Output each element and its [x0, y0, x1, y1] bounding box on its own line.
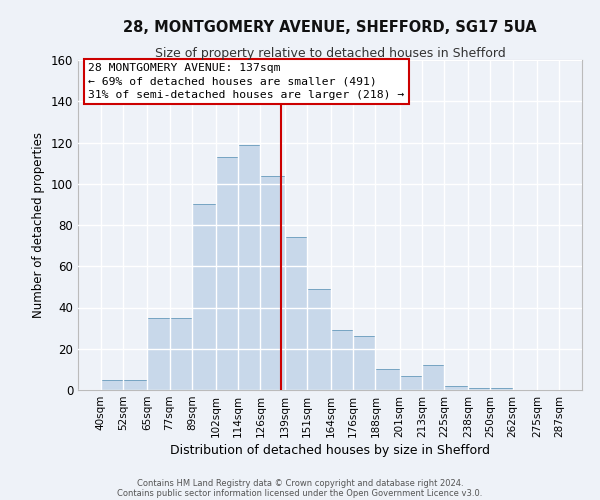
Bar — [170, 318, 192, 390]
Text: 28 MONTGOMERY AVENUE: 137sqm
← 69% of detached houses are smaller (491)
31% of s: 28 MONTGOMERY AVENUE: 137sqm ← 69% of de… — [88, 64, 404, 100]
Bar — [353, 336, 376, 390]
Bar — [123, 380, 147, 390]
Bar — [260, 176, 284, 390]
Bar — [400, 376, 422, 390]
Bar — [101, 380, 123, 390]
Bar — [216, 157, 238, 390]
Bar — [490, 388, 513, 390]
Y-axis label: Number of detached properties: Number of detached properties — [32, 132, 45, 318]
Bar — [331, 330, 353, 390]
Bar — [422, 365, 444, 390]
Bar — [238, 144, 260, 390]
Bar — [376, 370, 400, 390]
Text: Contains public sector information licensed under the Open Government Licence v3: Contains public sector information licen… — [118, 488, 482, 498]
Bar — [468, 388, 490, 390]
Text: Size of property relative to detached houses in Shefford: Size of property relative to detached ho… — [155, 48, 505, 60]
Bar — [284, 238, 307, 390]
Bar — [147, 318, 170, 390]
Text: Contains HM Land Registry data © Crown copyright and database right 2024.: Contains HM Land Registry data © Crown c… — [137, 478, 463, 488]
Text: 28, MONTGOMERY AVENUE, SHEFFORD, SG17 5UA: 28, MONTGOMERY AVENUE, SHEFFORD, SG17 5U… — [123, 20, 537, 35]
Bar — [192, 204, 216, 390]
Bar — [444, 386, 468, 390]
Bar — [307, 289, 331, 390]
X-axis label: Distribution of detached houses by size in Shefford: Distribution of detached houses by size … — [170, 444, 490, 457]
